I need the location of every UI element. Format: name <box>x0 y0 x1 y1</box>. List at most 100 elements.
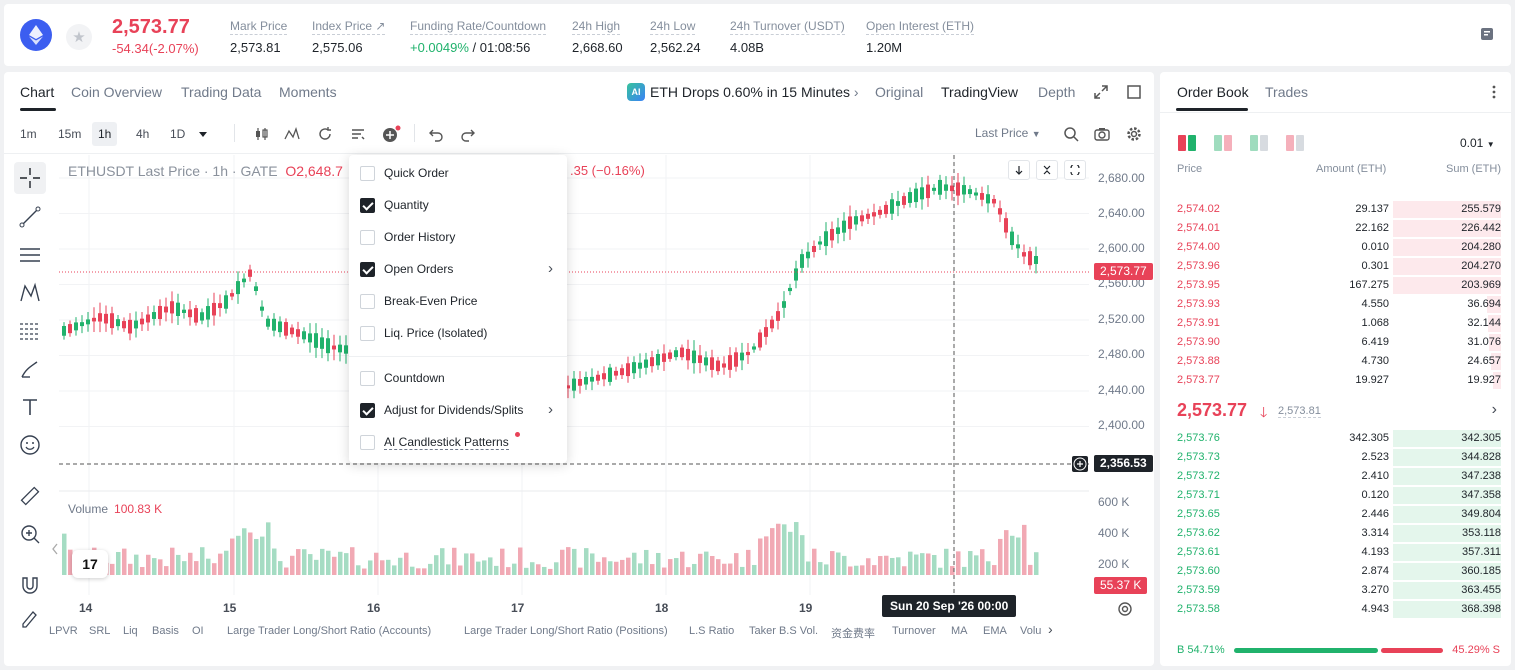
checkbox[interactable] <box>360 230 375 245</box>
tab-moments[interactable]: Moments <box>279 84 337 100</box>
document-icon[interactable] <box>1479 26 1497 44</box>
layout-asks-icon[interactable] <box>1286 135 1304 151</box>
expand-icon[interactable] <box>1093 84 1109 100</box>
indicator-turnover[interactable]: Turnover <box>892 625 936 637</box>
bid-row[interactable]: 2,573.72 2.410 347.238 <box>1160 467 1511 486</box>
crosshair-tool-icon[interactable] <box>14 162 46 194</box>
camera-icon[interactable] <box>1094 126 1110 142</box>
checkbox[interactable] <box>360 435 375 450</box>
ask-row[interactable]: 2,573.77 19.927 19.927 <box>1160 371 1511 390</box>
indicator-volume[interactable]: Volu <box>1020 625 1042 637</box>
menu-item-break-even-price[interactable]: Break-Even Price <box>349 286 567 316</box>
bid-row[interactable]: 2,573.59 3.270 363.455 <box>1160 581 1511 600</box>
bid-row[interactable]: 2,573.76 342.305 342.305 <box>1160 429 1511 448</box>
indicator-basis[interactable]: Basis <box>152 625 179 637</box>
checkbox[interactable] <box>360 166 375 181</box>
menu-item-quick-order[interactable]: Quick Order <box>349 158 567 188</box>
text-tool-icon[interactable] <box>14 391 46 423</box>
indicator-liq[interactable]: Liq <box>123 625 138 637</box>
indicator-large-trader-accounts[interactable]: Large Trader Long/Short Ratio (Accounts) <box>227 625 432 637</box>
add-alert-icon[interactable] <box>1072 456 1088 472</box>
magnet-icon[interactable] <box>14 569 46 601</box>
search-icon[interactable] <box>1063 126 1079 142</box>
menu-item-order-history[interactable]: Order History <box>349 222 567 252</box>
layout-bids-icon[interactable] <box>1250 135 1268 151</box>
tab-trades[interactable]: Trades <box>1265 84 1309 100</box>
interval-1h[interactable]: 1h <box>92 122 118 146</box>
menu-item-ai-candlestick[interactable]: AI Candlestick Patterns <box>349 427 567 457</box>
ruler-tool-icon[interactable] <box>14 480 46 512</box>
refresh-icon[interactable] <box>317 126 333 142</box>
favorite-star-icon[interactable]: ★ <box>66 24 92 50</box>
redo-icon[interactable] <box>460 126 476 142</box>
indicator-oi[interactable]: OI <box>192 625 204 637</box>
trend-line-tool-icon[interactable] <box>14 201 46 233</box>
caret-down-icon[interactable] <box>197 128 213 144</box>
interval-4h[interactable]: 4h <box>136 127 150 141</box>
tab-coin-overview[interactable]: Coin Overview <box>71 84 163 100</box>
bid-row[interactable]: 2,573.73 2.523 344.828 <box>1160 448 1511 467</box>
settings-add-icon[interactable] <box>382 125 402 143</box>
checkbox[interactable] <box>360 371 375 386</box>
indicators-icon[interactable] <box>284 126 300 142</box>
view-tab-depth[interactable]: Depth <box>1038 84 1076 100</box>
template-icon[interactable] <box>350 126 366 142</box>
checkbox-checked[interactable] <box>360 198 375 213</box>
chevron-right-icon[interactable]: › <box>1491 401 1497 418</box>
layout-both-icon[interactable] <box>1178 135 1196 151</box>
bid-row[interactable]: 2,573.58 4.943 368.398 <box>1160 600 1511 619</box>
stat-label[interactable]: 24h High <box>572 19 621 35</box>
chevron-right-icon[interactable]: › <box>1048 621 1053 637</box>
checkbox-checked[interactable] <box>360 262 375 277</box>
ask-row[interactable]: 2,574.00 0.010 204.280 <box>1160 238 1511 257</box>
bid-row[interactable]: 2,573.60 2.874 360.185 <box>1160 562 1511 581</box>
ask-row[interactable]: 2,573.95 167.275 203.969 <box>1160 276 1511 295</box>
fib-tool-icon[interactable] <box>14 315 46 347</box>
candlestick-chart[interactable] <box>59 155 1089 595</box>
ask-row[interactable]: 2,573.91 1.068 32.144 <box>1160 314 1511 333</box>
pattern-tool-icon[interactable] <box>14 277 46 309</box>
stat-label[interactable]: Mark Price <box>230 19 288 35</box>
undo-icon[interactable] <box>428 126 444 142</box>
bid-row[interactable]: 2,573.62 3.314 353.118 <box>1160 524 1511 543</box>
menu-item-liq-price[interactable]: Liq. Price (Isolated) <box>349 318 567 348</box>
indicator-ema[interactable]: EMA <box>983 625 1007 637</box>
gear-icon[interactable] <box>1126 126 1142 142</box>
more-vertical-icon[interactable] <box>1486 84 1502 100</box>
ask-row[interactable]: 2,573.96 0.301 204.270 <box>1160 257 1511 276</box>
stat-label[interactable]: Open Interest (ETH) <box>866 19 975 35</box>
layout-split-icon[interactable] <box>1214 135 1232 151</box>
checkbox[interactable] <box>360 326 375 341</box>
interval-15m[interactable]: 15m <box>58 127 82 141</box>
tab-trading-data[interactable]: Trading Data <box>181 84 262 100</box>
zoom-in-icon[interactable] <box>14 518 46 550</box>
checkbox[interactable] <box>360 294 375 309</box>
indicator-taker-bs-vol[interactable]: Taker B.S Vol. <box>749 625 819 637</box>
stat-label[interactable]: Index Price ↗ <box>312 19 386 35</box>
interval-1d[interactable]: 1D <box>170 127 186 141</box>
menu-item-open-orders[interactable]: Open Orders › <box>349 254 567 284</box>
indicator-srl[interactable]: SRL <box>89 625 111 637</box>
ask-row[interactable]: 2,573.93 4.550 36.694 <box>1160 295 1511 314</box>
price-step-select[interactable]: 0.01 ▼ <box>1460 136 1495 150</box>
horizontal-lines-tool-icon[interactable] <box>14 239 46 271</box>
stat-label[interactable]: Funding Rate/Countdown <box>410 19 547 35</box>
indicator-ls-ratio[interactable]: L.S Ratio <box>689 625 735 637</box>
view-tab-original[interactable]: Original <box>875 84 924 100</box>
menu-item-adjust-dividends[interactable]: Adjust for Dividends/Splits › <box>349 395 567 425</box>
stat-label[interactable]: 24h Low <box>650 19 696 35</box>
collapse-icon[interactable] <box>1036 160 1058 180</box>
ask-row[interactable]: 2,573.90 6.419 31.076 <box>1160 333 1511 352</box>
indicator-funding-rate[interactable]: 资金费率 <box>831 628 875 640</box>
indicator-lpvr[interactable]: LPVR <box>49 625 78 637</box>
menu-item-countdown[interactable]: Countdown <box>349 363 567 393</box>
brush-tool-icon[interactable] <box>14 353 46 385</box>
stat-label[interactable]: 24h Turnover (USDT) <box>730 19 845 35</box>
ask-row[interactable]: 2,574.02 29.137 255.579 <box>1160 200 1511 219</box>
candle-type-icon[interactable] <box>254 126 270 142</box>
bid-row[interactable]: 2,573.65 2.446 349.804 <box>1160 505 1511 524</box>
ask-row[interactable]: 2,573.88 4.730 24.657 <box>1160 352 1511 371</box>
indicator-ma[interactable]: MA <box>951 625 968 637</box>
price-type-select[interactable]: Last Price ▼ <box>975 126 1041 140</box>
ask-row[interactable]: 2,574.01 22.162 226.442 <box>1160 219 1511 238</box>
